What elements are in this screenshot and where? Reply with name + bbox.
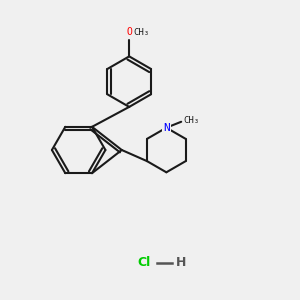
Text: N: N xyxy=(163,123,170,133)
Text: O: O xyxy=(126,27,132,37)
Text: CH₃: CH₃ xyxy=(184,116,200,125)
Text: Cl: Cl xyxy=(137,256,151,269)
Text: CH₃: CH₃ xyxy=(134,28,150,37)
Text: H: H xyxy=(176,256,186,269)
